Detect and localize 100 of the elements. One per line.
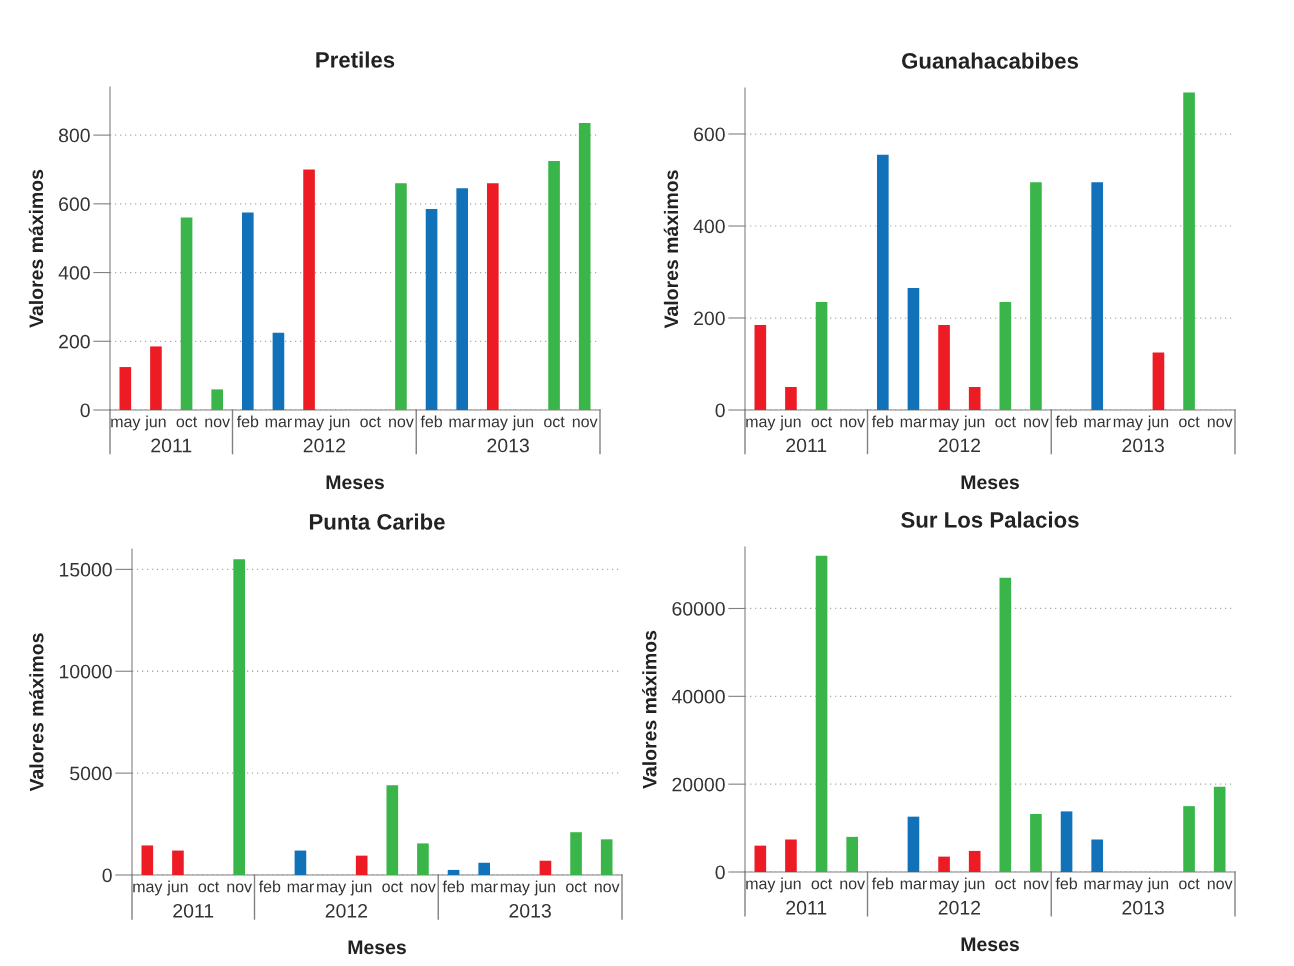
bar xyxy=(303,169,315,410)
y-axis-title: Valores máximos xyxy=(29,633,44,792)
bar xyxy=(600,839,613,875)
x-tick-label: feb xyxy=(871,415,894,428)
y-tick-label: 800 xyxy=(58,128,90,143)
bar xyxy=(754,845,767,872)
y-tick-label: 5000 xyxy=(70,766,112,781)
bar xyxy=(141,845,154,875)
x-tick-label: mar xyxy=(1084,880,1111,890)
bar xyxy=(907,816,920,872)
x-tick-label: feb xyxy=(1055,415,1077,428)
x-tick-label: may xyxy=(1113,880,1143,893)
x-tick-label: jun xyxy=(963,877,985,893)
text: 2011 xyxy=(173,903,214,918)
bar xyxy=(815,555,828,872)
x-tick-label: feb xyxy=(258,880,281,893)
x-tick-label: may xyxy=(746,880,776,893)
bar xyxy=(180,217,193,410)
text: 2012 xyxy=(938,900,981,915)
x-tick-label: feb xyxy=(236,415,259,428)
y-tick-label: 0 xyxy=(80,403,90,418)
x-tick-label: feb xyxy=(420,415,442,428)
bar xyxy=(1091,839,1104,872)
y-tick-label: 400 xyxy=(693,219,725,234)
x-tick-label: may xyxy=(478,418,508,431)
x-tick-label: may xyxy=(500,883,530,896)
y-tick-label: 0 xyxy=(715,403,725,418)
chart-title: Sur Los Palacios xyxy=(901,511,1079,528)
x-tick-label: jun xyxy=(779,415,801,431)
bar xyxy=(968,850,981,872)
x-tick-label: oct xyxy=(544,416,565,428)
x-tick-label: mar xyxy=(471,883,498,893)
x-tick-label: jun xyxy=(1147,415,1169,431)
x-tick-label: jun xyxy=(534,880,556,896)
bar xyxy=(486,183,499,410)
bar xyxy=(425,208,438,410)
bar xyxy=(938,324,950,410)
bar xyxy=(1213,786,1226,872)
y-tick-label: 60000 xyxy=(672,601,725,616)
x-tick-label: nov xyxy=(1024,880,1049,890)
bar xyxy=(815,301,828,410)
y-tick-label: 600 xyxy=(694,127,725,142)
bar xyxy=(570,832,582,875)
x-tick-label: may xyxy=(295,418,325,431)
x-tick-label: jun xyxy=(350,880,372,896)
x-tick-label: feb xyxy=(1055,877,1077,890)
x-tick-label: may xyxy=(111,418,141,431)
bar xyxy=(211,389,224,410)
y-axis-title: Valores máximos xyxy=(663,170,679,329)
text: 2011 xyxy=(786,900,827,915)
bar xyxy=(386,785,399,875)
x-tick-label: feb xyxy=(871,877,894,890)
x-tick-label: jun xyxy=(328,415,350,431)
text: 2013 xyxy=(1122,438,1164,453)
bar xyxy=(876,154,889,410)
y-axis-title: Valores máximos xyxy=(642,630,657,789)
bar xyxy=(578,123,591,410)
x-tick-label: nov xyxy=(411,883,436,893)
bar xyxy=(999,301,1012,410)
text: 2013 xyxy=(1122,900,1164,915)
bar xyxy=(294,850,307,875)
chart-title: Guanahacabibes xyxy=(902,52,1079,69)
x-tick-label: jun xyxy=(1147,877,1169,893)
bar xyxy=(999,577,1012,872)
bar xyxy=(785,387,797,410)
x-tick-label: may xyxy=(1113,418,1143,431)
text: 2013 xyxy=(487,438,529,453)
chart-title: Punta Caribe xyxy=(309,513,445,530)
y-tick-label: 40000 xyxy=(671,689,725,704)
x-tick-label: nov xyxy=(227,883,253,893)
x-tick-label: oct xyxy=(995,416,1016,428)
x-tick-label: oct xyxy=(1179,416,1200,428)
y-tick-label: 200 xyxy=(59,334,90,349)
text: 2011 xyxy=(786,438,827,453)
x-tick-label: nov xyxy=(205,418,231,428)
x-tick-label: nov xyxy=(840,418,866,428)
x-tick-label: oct xyxy=(360,416,381,428)
x-tick-label: nov xyxy=(1207,880,1233,890)
x-tick-label: may xyxy=(930,880,960,893)
bar xyxy=(548,160,560,410)
x-tick-label: may xyxy=(317,883,347,896)
x-tick-label: nov xyxy=(840,880,866,890)
bar xyxy=(938,856,950,872)
text: 2012 xyxy=(325,903,368,918)
x-tick-label: mar xyxy=(287,883,314,893)
y-tick-label: 0 xyxy=(102,868,112,883)
x-axis-title: Meses xyxy=(348,940,406,955)
bar xyxy=(907,288,920,410)
bar xyxy=(1183,92,1195,410)
text: 2012 xyxy=(303,438,346,453)
x-tick-label: oct xyxy=(1179,878,1200,890)
bar xyxy=(1030,182,1042,410)
y-tick-label: 15000 xyxy=(59,562,112,577)
x-axis-title: Meses xyxy=(961,475,1019,490)
x-axis-title: Meses xyxy=(961,937,1019,952)
bar xyxy=(395,183,407,410)
x-tick-label: may xyxy=(133,883,163,896)
bar xyxy=(119,367,132,410)
bar xyxy=(172,850,184,875)
bar xyxy=(785,839,797,872)
